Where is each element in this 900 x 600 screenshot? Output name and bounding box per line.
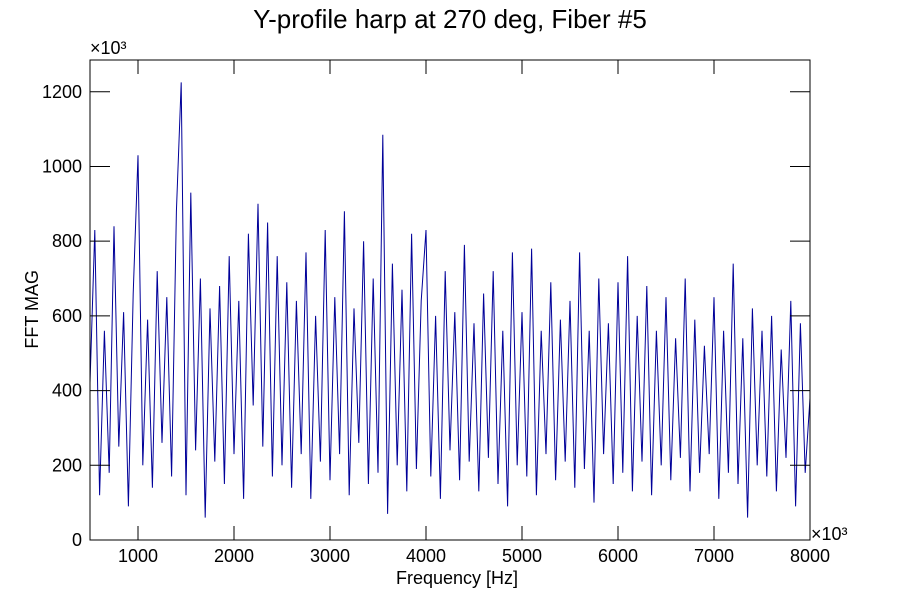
frame bbox=[89, 59, 811, 541]
x-tick-label: 3000 bbox=[310, 546, 350, 566]
y-tick-label: 0 bbox=[72, 530, 82, 550]
y-tick-label: 800 bbox=[52, 231, 82, 251]
x-tick-label: 6000 bbox=[598, 546, 638, 566]
y-tick-label: 400 bbox=[52, 381, 82, 401]
y-tick-label: 1000 bbox=[42, 156, 82, 176]
x-tick-label: 2000 bbox=[214, 546, 254, 566]
x-multiplier: ×10³ bbox=[811, 524, 848, 544]
x-axis-label: Frequency [Hz] bbox=[396, 568, 518, 588]
y-multiplier: ×10³ bbox=[90, 38, 127, 58]
x-tick-label: 5000 bbox=[502, 546, 542, 566]
chart-title: Y-profile harp at 270 deg, Fiber #5 bbox=[253, 4, 647, 34]
y-tick-label: 600 bbox=[52, 306, 82, 326]
y-tick-label: 1200 bbox=[42, 82, 82, 102]
x-tick-label: 7000 bbox=[694, 546, 734, 566]
x-tick-label: 1000 bbox=[118, 546, 158, 566]
x-tick-label: 8000 bbox=[790, 546, 830, 566]
x-tick-label: 4000 bbox=[406, 546, 446, 566]
spectrum-line bbox=[89, 82, 811, 518]
y-axis-label: FFT MAG bbox=[22, 270, 42, 349]
y-tick-label: 200 bbox=[52, 455, 82, 475]
plot-area bbox=[89, 82, 811, 518]
